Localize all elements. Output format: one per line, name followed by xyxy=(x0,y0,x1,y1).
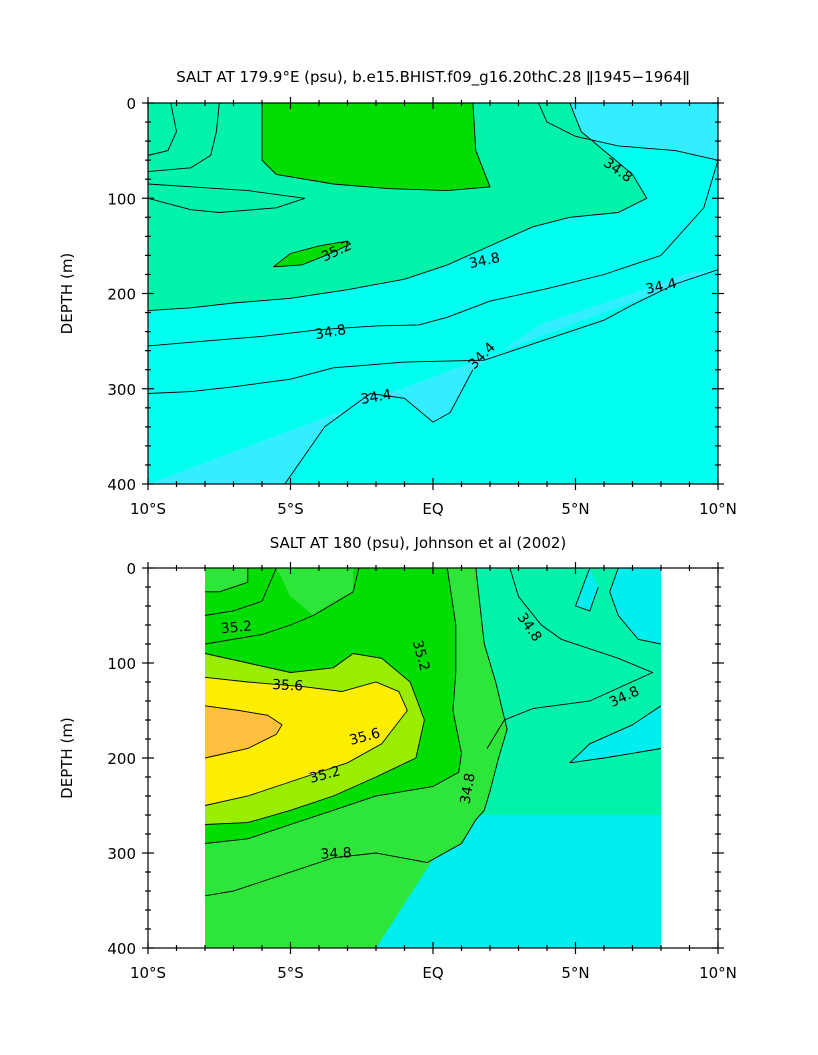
contour-band-6 xyxy=(262,103,490,191)
contour-line-8 xyxy=(486,568,654,749)
contour-line-3 xyxy=(205,653,425,825)
y-tick-label: 400 xyxy=(107,476,136,494)
contour-fills xyxy=(148,103,718,484)
y-tick-label: 300 xyxy=(107,845,136,863)
y-tick-label: 200 xyxy=(107,286,136,304)
contour-band-1 xyxy=(575,568,599,611)
contour-line-9 xyxy=(284,369,474,484)
contour-line-5 xyxy=(273,240,352,268)
contour-band-4 xyxy=(205,815,462,948)
contour-line-1 xyxy=(205,568,277,616)
contour-label: 34.8 xyxy=(458,772,479,805)
contour-lines xyxy=(205,568,661,897)
contour-label: 34.4 xyxy=(644,276,678,298)
contour-line-1 xyxy=(148,103,220,173)
y-tick-label: 300 xyxy=(107,381,136,399)
y-tick-label: 200 xyxy=(107,750,136,768)
y-tick-label: 400 xyxy=(107,940,136,958)
contour-band-15 xyxy=(205,705,282,758)
contour-line-9 xyxy=(609,568,661,645)
contour-lines xyxy=(148,103,718,484)
contour-line-0 xyxy=(148,103,177,156)
contour-label: 35.2 xyxy=(308,763,342,787)
contour-line-6 xyxy=(205,568,462,844)
contour-line-3 xyxy=(261,103,491,192)
y-tick-label: 100 xyxy=(107,190,136,208)
x-tick-label: EQ xyxy=(422,500,443,518)
contour-label: 34.8 xyxy=(468,250,502,272)
contour-label: 34.4 xyxy=(359,387,393,408)
chart-panel-1: 34.835.2 34.834.834.434.434.4010020030040… xyxy=(58,68,737,518)
contour-line-2 xyxy=(148,183,305,213)
contour-line-2 xyxy=(205,568,360,645)
chart-title: SALT AT 179.9°E (psu), b.e15.BHIST.f09_g… xyxy=(176,68,690,87)
contour-band-7 xyxy=(273,241,351,267)
contour-band-1 xyxy=(538,103,718,161)
contour-line-4 xyxy=(205,676,408,806)
contour-label: 34.8 xyxy=(314,322,347,343)
y-tick-label: 0 xyxy=(126,560,136,578)
x-tick-label: 10°N xyxy=(699,500,737,518)
contour-line-6 xyxy=(148,103,648,312)
contour-label: 35.6 xyxy=(272,677,304,695)
y-axis-label: DEPTH (m) xyxy=(58,253,76,335)
contour-label: 34.8 xyxy=(320,845,352,863)
contour-label: 35.6 xyxy=(348,725,382,749)
contour-line-7 xyxy=(148,160,718,347)
contour-band-0 xyxy=(609,568,661,644)
contour-label: 35.2 xyxy=(409,639,433,673)
x-tick-label: 10°N xyxy=(699,964,737,982)
contour-line-12 xyxy=(569,748,661,764)
contour-band-2 xyxy=(569,705,661,763)
contour-line-0 xyxy=(205,568,249,593)
x-tick-label: 10°S xyxy=(130,500,166,518)
x-tick-label: 5°N xyxy=(561,500,589,518)
contour-label: 35.2 xyxy=(220,619,252,638)
contour-line-4 xyxy=(538,103,718,161)
contour-line-8 xyxy=(148,269,718,394)
contour-line-10 xyxy=(574,568,599,612)
contour-line-11 xyxy=(569,705,661,764)
x-tick-label: 5°N xyxy=(561,964,589,982)
x-tick-label: EQ xyxy=(422,964,443,982)
y-tick-label: 0 xyxy=(126,95,136,113)
chart-panel-2: 35.235.234.834.835.635.635.2 34.834.80100… xyxy=(58,534,737,982)
chart-title: SALT AT 180 (psu), Johnson et al (2002) xyxy=(270,534,567,552)
y-tick-label: 100 xyxy=(107,655,136,673)
contour-band-11 xyxy=(276,568,354,616)
x-tick-label: 5°S xyxy=(277,964,304,982)
contour-band-14 xyxy=(205,677,408,806)
contour-band-2 xyxy=(148,269,718,484)
x-tick-label: 10°S xyxy=(130,964,166,982)
x-tick-label: 5°S xyxy=(277,500,304,518)
contour-line-7 xyxy=(205,568,508,897)
contour-fills xyxy=(205,568,661,948)
y-axis-label: DEPTH (m) xyxy=(58,717,76,799)
contour-line-5 xyxy=(205,705,283,759)
